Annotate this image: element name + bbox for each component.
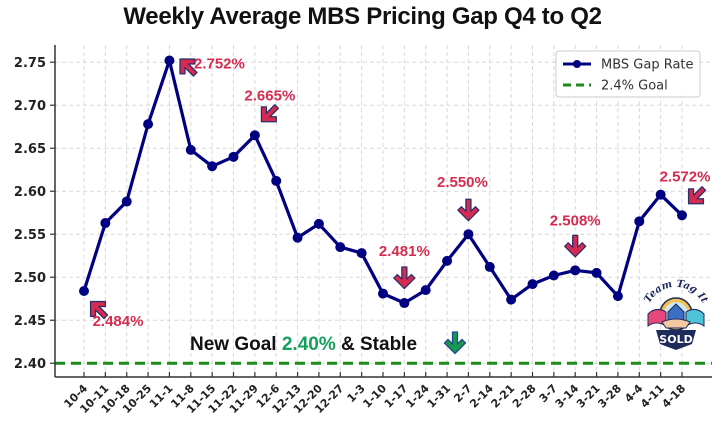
data-point bbox=[228, 151, 239, 162]
axes bbox=[50, 45, 712, 378]
data-point bbox=[506, 294, 517, 305]
data-point bbox=[634, 216, 645, 227]
data-point bbox=[313, 218, 324, 229]
data-point bbox=[463, 229, 474, 240]
data-point bbox=[442, 255, 453, 266]
data-point bbox=[548, 270, 559, 281]
data-point bbox=[249, 130, 260, 141]
legend-item-goal: 2.4% Goal bbox=[563, 79, 668, 94]
x-tick-label: 1-24 bbox=[403, 382, 432, 411]
y-tick-label: 2.50 bbox=[14, 271, 46, 286]
annotation-label: 2.484% bbox=[93, 313, 144, 330]
arrow-shape bbox=[89, 300, 109, 320]
goal-down-arrow-icon bbox=[443, 331, 467, 355]
data-point bbox=[677, 210, 687, 221]
x-tick-label: 2-28 bbox=[510, 382, 539, 411]
annotation-arrow-icon bbox=[393, 266, 416, 290]
annotation-label: 2.508% bbox=[550, 212, 601, 229]
data-point bbox=[185, 144, 196, 155]
data-point bbox=[292, 232, 303, 243]
annotation-arrow-icon bbox=[687, 186, 707, 205]
goal-note: New Goal 2.40% & Stable bbox=[190, 334, 417, 355]
goal-note-value: 2.40% bbox=[282, 334, 336, 355]
annotation-label: 2.550% bbox=[437, 174, 488, 191]
annotation-arrow-icon bbox=[457, 198, 480, 222]
data-point bbox=[100, 218, 111, 229]
x-tick-label: 11-1 bbox=[147, 382, 176, 411]
team-tag-it-logo: Team Tag It SOLD bbox=[642, 279, 710, 350]
data-point bbox=[335, 242, 346, 253]
legend: MBS Gap Rate 2.4% Goal bbox=[555, 50, 701, 98]
x-tick-label: 3-21 bbox=[574, 382, 603, 411]
data-point bbox=[484, 261, 495, 272]
annotation-arrow-icon bbox=[179, 58, 198, 77]
arrow-shape bbox=[393, 266, 416, 290]
data-point bbox=[79, 285, 89, 296]
arrow-shape bbox=[564, 234, 587, 258]
annotation-label: 2.752% bbox=[194, 55, 245, 72]
goal-note-suffix: & Stable bbox=[336, 334, 417, 355]
legend-label: 2.4% Goal bbox=[601, 79, 668, 94]
data-point bbox=[420, 285, 431, 296]
annotations: 2.484% 2.752% 2.665% 2.481% 2.550% 2.508% 2.57… bbox=[89, 55, 711, 330]
x-tick-label: 2-21 bbox=[489, 382, 518, 411]
y-tick-label: 2.45 bbox=[14, 314, 46, 329]
legend-box bbox=[555, 50, 701, 98]
data-point bbox=[527, 279, 538, 290]
annotation-label: 2.572% bbox=[660, 168, 711, 185]
data-point bbox=[399, 298, 410, 309]
data-point bbox=[164, 55, 175, 66]
chart-title: Weekly Average MBS Pricing Gap Q4 to Q2 bbox=[123, 3, 602, 30]
data-point bbox=[612, 291, 623, 302]
x-tick-label: 1-31 bbox=[425, 382, 454, 411]
data-point bbox=[143, 119, 154, 130]
data-point bbox=[271, 175, 282, 186]
legend-label: MBS Gap Rate bbox=[601, 58, 694, 73]
annotation-arrow-icon bbox=[89, 300, 109, 320]
y-tick-label: 2.40 bbox=[14, 357, 46, 372]
annotation-arrow-icon bbox=[260, 104, 280, 123]
x-tick-label: 2-14 bbox=[467, 382, 496, 411]
y-tick-label: 2.70 bbox=[14, 99, 46, 114]
x-tick-label: 1-17 bbox=[382, 382, 411, 411]
x-tick-labels: 10-410-1110-1810-2511-111-811-1511-2211-… bbox=[61, 382, 688, 416]
legend-item-mbs-gap-rate: MBS Gap Rate bbox=[563, 58, 694, 73]
x-tick-label: 3-28 bbox=[595, 382, 624, 411]
data-point bbox=[591, 267, 602, 278]
data-point bbox=[356, 248, 367, 259]
x-tick-label: 4-18 bbox=[659, 382, 688, 411]
data-point bbox=[207, 161, 218, 172]
annotation-label: 2.665% bbox=[244, 87, 295, 104]
y-tick-label: 2.60 bbox=[14, 185, 46, 200]
series-layer bbox=[79, 55, 687, 309]
data-point bbox=[570, 265, 581, 276]
arrow-shape bbox=[260, 104, 280, 123]
arrow-shape bbox=[687, 186, 707, 205]
x-tick-label: 4-11 bbox=[638, 382, 667, 411]
goal-note-prefix: New Goal bbox=[190, 334, 282, 355]
annotation-label: 2.481% bbox=[379, 243, 430, 260]
y-tick-label: 2.75 bbox=[14, 56, 46, 71]
annotation-arrow-icon bbox=[564, 234, 587, 258]
y-tick-label: 2.65 bbox=[14, 142, 46, 157]
data-point bbox=[378, 288, 388, 299]
arrow-shape bbox=[179, 58, 198, 77]
data-point bbox=[655, 189, 666, 200]
data-point bbox=[121, 196, 132, 207]
x-tick-label: 3-14 bbox=[553, 382, 582, 411]
arrow-shape bbox=[457, 198, 480, 222]
logo-badge-text: SOLD bbox=[659, 333, 692, 346]
legend-marker-swatch bbox=[573, 60, 581, 68]
x-tick-label: 1-10 bbox=[360, 382, 389, 411]
y-tick-labels: 2.40 2.45 2.50 2.55 2.60 2.65 2.70 2.75 bbox=[14, 56, 46, 372]
y-tick-label: 2.55 bbox=[14, 228, 46, 243]
